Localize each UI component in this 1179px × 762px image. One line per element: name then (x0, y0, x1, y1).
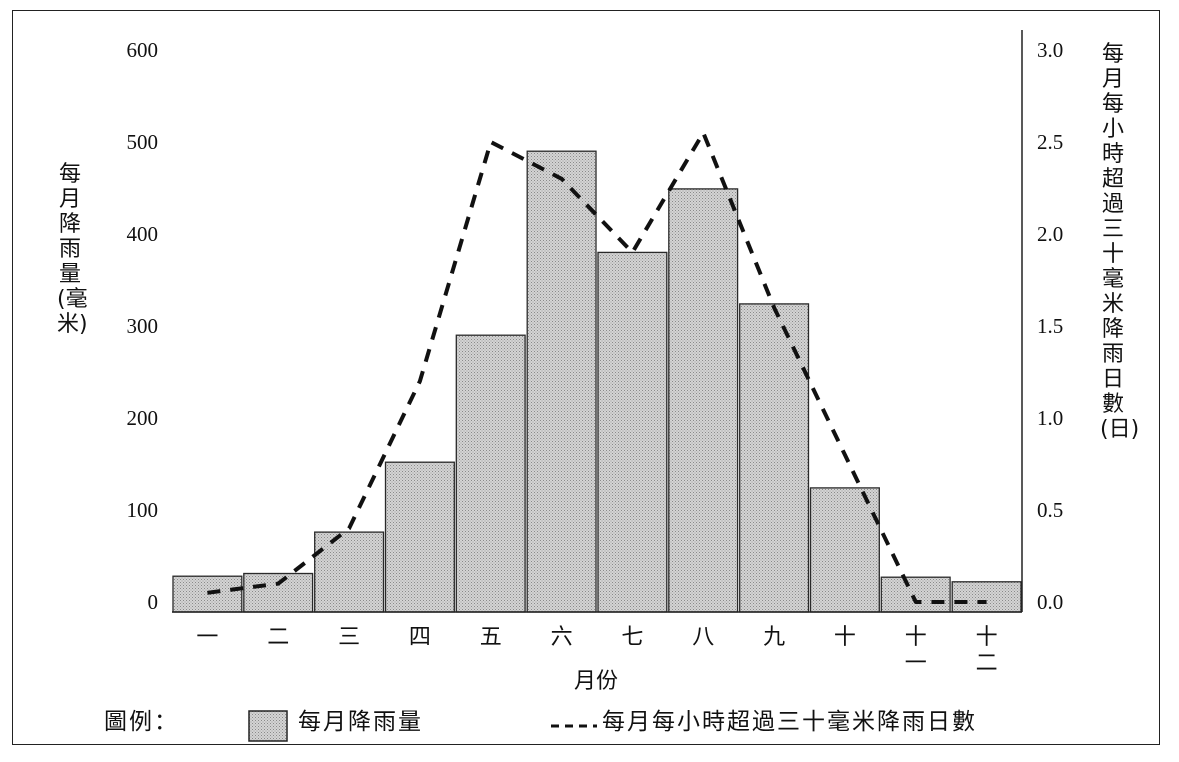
x-tick-label: 七 (621, 625, 643, 650)
right-tick-label: 1.0 (1037, 406, 1063, 430)
bar-7 (597, 251, 668, 613)
bar-10 (809, 487, 880, 613)
bar-9 (739, 303, 810, 613)
legend-bar-swatch (248, 710, 288, 742)
bar-8 (668, 188, 739, 613)
x-tick-label: 三 (338, 625, 360, 650)
legend-bar-label: 每月降雨量 (298, 709, 423, 735)
left-tick-label: 200 (127, 406, 159, 430)
right-tick-label: 0.0 (1037, 590, 1063, 614)
left-axis-ticks: 0 100 200 300 400 500 600 (127, 38, 159, 614)
right-tick-label: 1.5 (1037, 314, 1063, 338)
x-tick-label: 十二 (976, 625, 998, 676)
left-tick-label: 0 (148, 590, 159, 614)
bar-series (172, 150, 1022, 613)
line-series (207, 130, 987, 604)
chart-frame (12, 10, 1160, 745)
x-tick-label: 四 (409, 625, 431, 650)
right-tick-label: 2.5 (1037, 130, 1063, 154)
bar-1 (172, 575, 243, 613)
line-point-5 (490, 142, 491, 143)
x-tick-label: 八 (692, 625, 714, 650)
right-axis-ticks: 0.0 0.5 1.0 1.5 2.0 2.5 3.0 (1037, 38, 1063, 614)
x-tick-label: 九 (763, 625, 785, 650)
bar-4 (384, 461, 455, 613)
right-tick-label: 2.0 (1037, 222, 1063, 246)
x-tick-label: 十 (834, 625, 856, 650)
legend-line-label: 每月每小時超過三十毫米降雨日數 (602, 709, 977, 735)
x-tick-label: 五 (480, 625, 502, 650)
x-axis-label: 月份 (574, 669, 618, 694)
rain-days-line (207, 130, 987, 604)
x-tick-label: 六 (551, 625, 573, 650)
x-tick-label: 二 (267, 625, 289, 650)
left-tick-label: 500 (127, 130, 159, 154)
left-tick-label: 400 (127, 222, 159, 246)
legend-title: 圖例： (104, 709, 179, 735)
left-tick-label: 100 (127, 498, 159, 522)
left-axis-label: 每月降雨量(毫米) (57, 162, 88, 337)
bar-2 (243, 572, 314, 613)
bar-3 (314, 531, 385, 613)
right-axis-label: 每月每小時超過三十毫米降雨日數(日) (1100, 42, 1140, 442)
bar-6 (526, 150, 597, 613)
line-point-8 (703, 132, 704, 133)
x-tick-label: 一 (196, 625, 218, 650)
right-tick-label: 0.5 (1037, 498, 1063, 522)
bar-12 (951, 581, 1022, 613)
bar-5 (455, 334, 526, 613)
x-tick-label: 十一 (905, 625, 927, 676)
bar-11 (880, 576, 951, 613)
right-tick-label: 3.0 (1037, 38, 1063, 62)
left-tick-label: 300 (127, 314, 159, 338)
left-tick-label: 600 (127, 38, 159, 62)
